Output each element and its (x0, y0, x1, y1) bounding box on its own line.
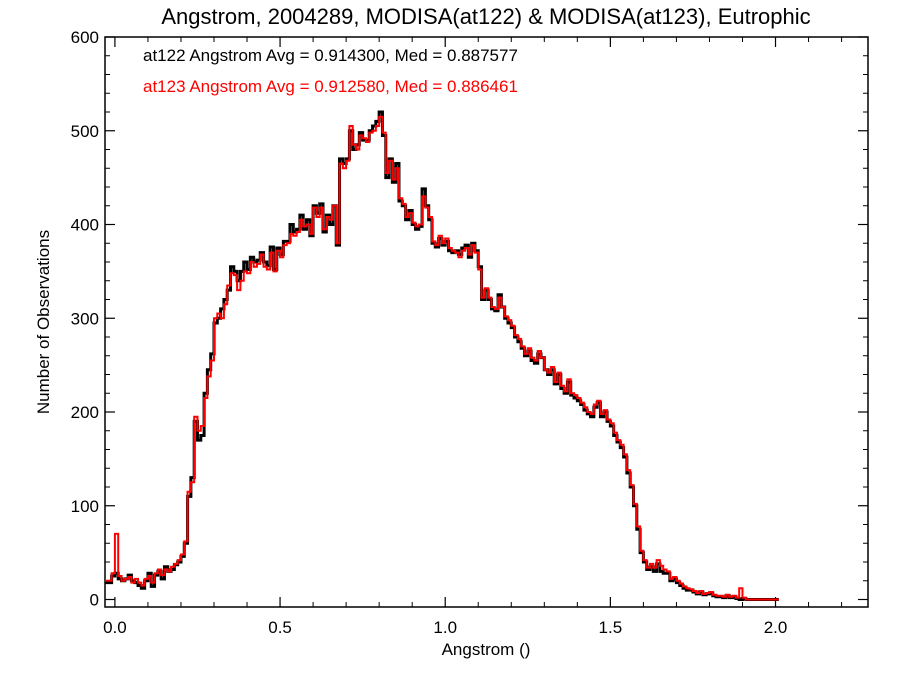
x-axis-label: Angstrom () (442, 640, 531, 659)
y-tick-label: 500 (71, 122, 99, 141)
x-axis: 0.0 0.5 1.0 1.5 2.0 (103, 37, 843, 637)
x-tick-label: 0.5 (268, 618, 292, 637)
y-tick-label: 400 (71, 216, 99, 235)
chart-title: Angstrom, 2004289, MODISA(at122) & MODIS… (161, 4, 810, 29)
x-tick-label: 0.0 (103, 618, 127, 637)
series-line-at123 (105, 115, 779, 601)
y-axis-label: Number of Observations (34, 230, 53, 414)
series-line-at122 (105, 110, 779, 601)
legend-at122: at122 Angstrom Avg = 0.914300, Med = 0.8… (143, 46, 518, 65)
legend-at123: at123 Angstrom Avg = 0.912580, Med = 0.8… (143, 77, 518, 96)
x-tick-label: 2.0 (764, 618, 788, 637)
x-tick-label: 1.5 (599, 618, 623, 637)
y-tick-label: 100 (71, 497, 99, 516)
plot-frame (104, 36, 869, 608)
y-tick-label: 600 (71, 28, 99, 47)
x-tick-label: 1.0 (433, 618, 457, 637)
y-tick-label: 200 (71, 403, 99, 422)
series-layer (105, 110, 779, 601)
y-axis: 0 100 200 300 400 500 600 (71, 28, 868, 610)
y-tick-label: 0 (90, 591, 99, 610)
y-tick-label: 300 (71, 309, 99, 328)
